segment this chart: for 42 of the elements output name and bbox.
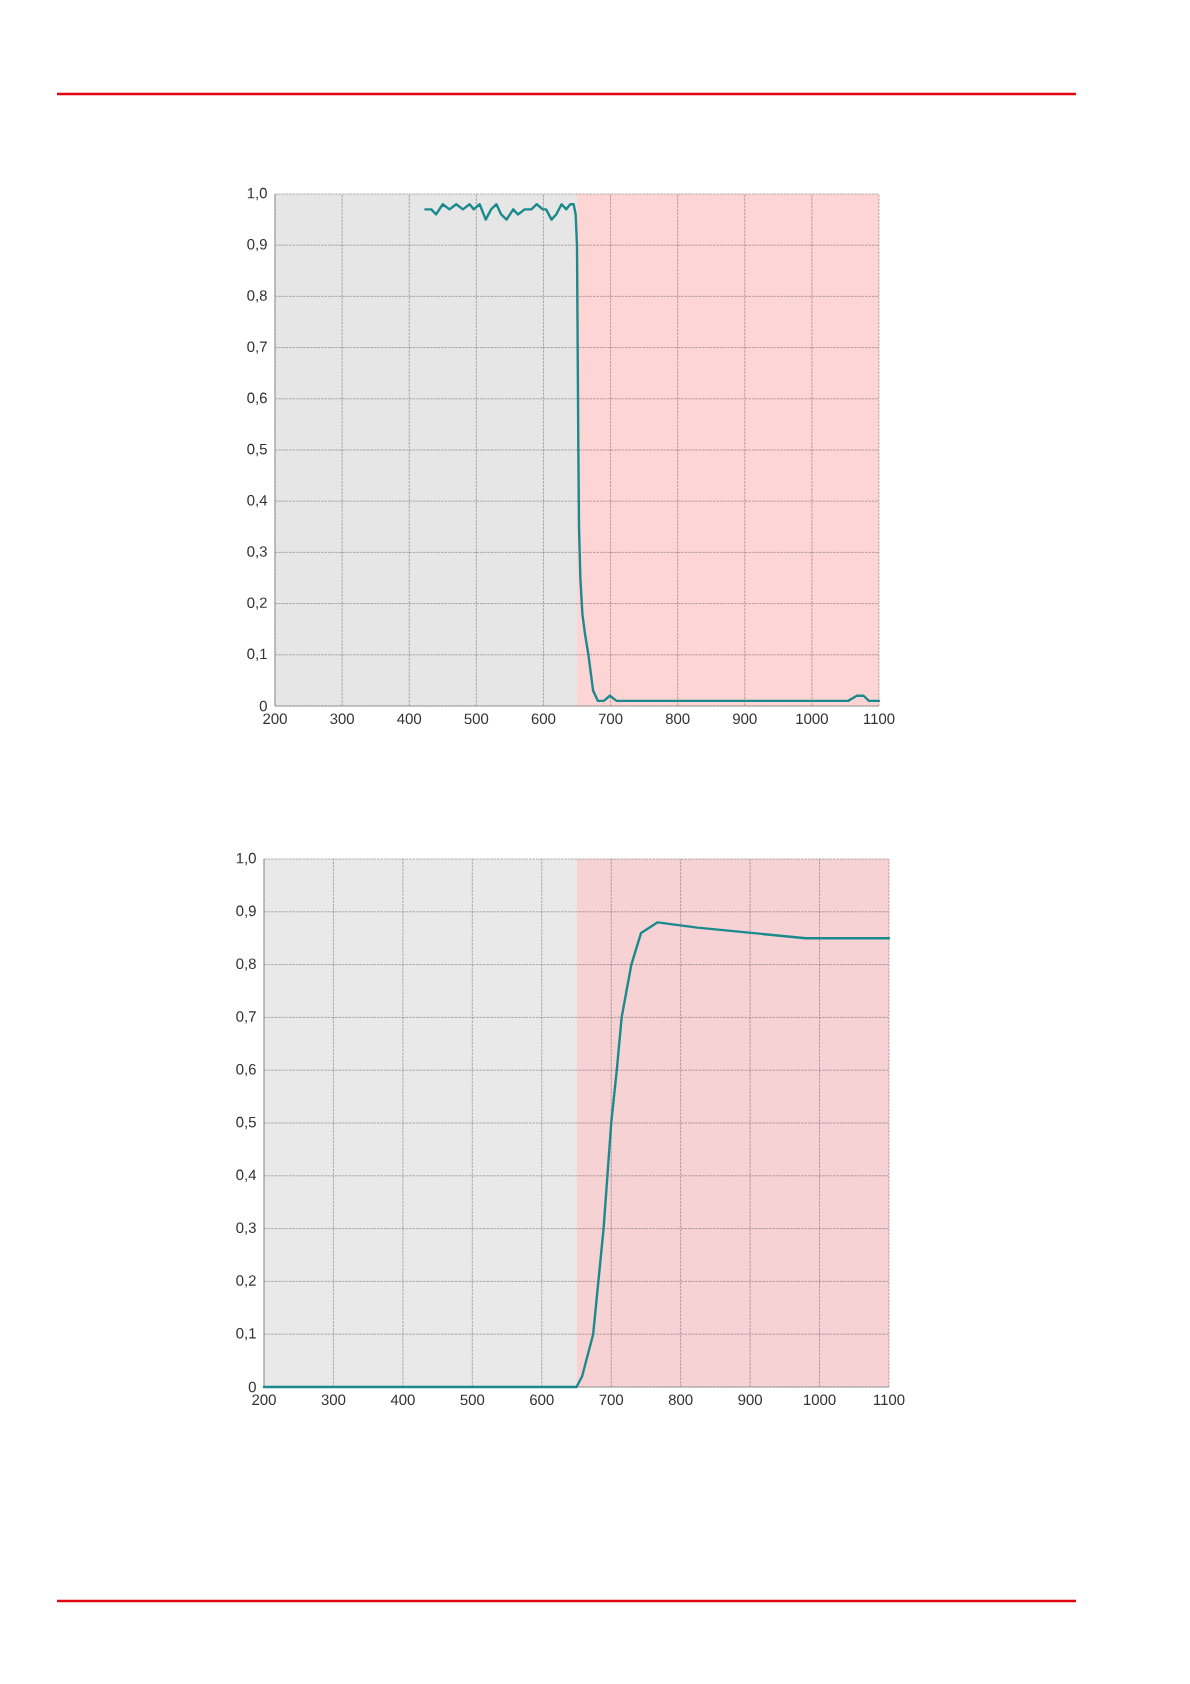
x-tick-label: 1000 [804,1394,836,1406]
y-tick-label: 0,1 [236,1328,256,1341]
x-tick-label: 500 [464,713,489,725]
y-tick-label: 0,7 [236,1011,256,1024]
y-tick-label: 0,4 [236,1169,257,1182]
x-tick-label: 700 [598,713,623,725]
x-tick-label: 300 [321,1394,346,1406]
y-tick-label: 0,1 [247,648,267,661]
x-tick-label: 800 [668,1394,693,1406]
y-tick-label: 0,6 [247,392,267,405]
y-tick-label: 0,3 [247,546,267,559]
x-tick-label: 800 [665,713,690,725]
x-tick-label: 700 [599,1394,624,1406]
y-tick-label: 0,9 [236,905,256,918]
x-tick-label: 200 [252,1394,276,1406]
y-tick-label: 0 [259,700,267,712]
x-tick-label: 600 [530,1394,554,1406]
x-tick-label: 400 [397,713,422,725]
x-tick-label: 900 [738,1394,762,1406]
x-tick-label: 1100 [874,1394,905,1406]
y-tick-label: 0,8 [247,290,267,303]
x-tick-label: 200 [263,713,287,725]
y-tick-label: 0,2 [236,1275,256,1288]
y-tick-label: 1,0 [236,852,256,866]
y-tick-label: 0,9 [247,239,267,252]
y-tick-label: 0,4 [247,495,268,508]
y-tick-label: 1,0 [247,187,267,201]
y-tick-label: 0,5 [247,443,267,457]
x-tick-label: 1100 [864,713,895,725]
y-tick-label: 0,6 [236,1064,256,1077]
x-tick-label: 1000 [796,713,828,725]
x-tick-label: 400 [390,1394,415,1406]
y-tick-label: 0 [248,1381,256,1393]
y-tick-label: 0,3 [236,1222,256,1235]
y-tick-label: 0,5 [236,1116,256,1130]
x-tick-label: 600 [531,713,556,725]
x-tick-label: 300 [330,713,354,725]
x-tick-label: 900 [733,713,757,725]
y-tick-label: 0,8 [236,958,256,971]
y-tick-label: 0,7 [247,341,267,354]
y-tick-label: 0,2 [247,597,267,610]
x-tick-label: 500 [460,1394,485,1406]
